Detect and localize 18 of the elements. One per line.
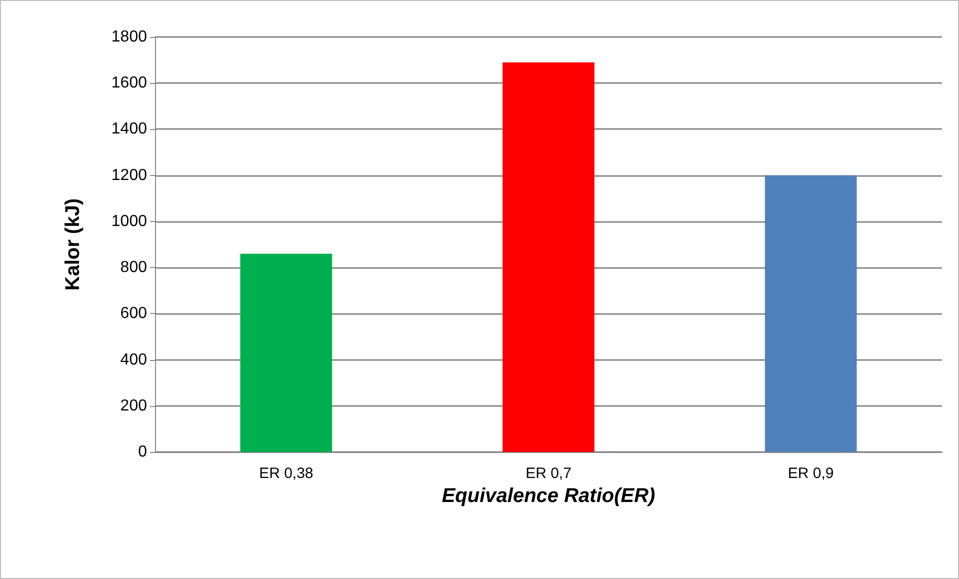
y-tick-label: 200 (120, 397, 148, 414)
y-tick-label: 1800 (111, 28, 148, 46)
bar (240, 254, 332, 452)
y-tick-label: 1200 (111, 166, 148, 184)
y-tick-label: 1000 (111, 212, 148, 230)
bar (764, 175, 857, 452)
x-axis-title: Equivalence Ratio(ER) (442, 484, 656, 507)
y-tick-label: 1600 (111, 74, 148, 92)
y-axis-title: Kalor (kJ) (62, 198, 84, 291)
x-tick-label: ER 0,9 (788, 465, 834, 482)
y-tick-label: 1400 (111, 120, 148, 138)
x-tick-label: ER 0,7 (526, 465, 572, 482)
y-tick-label: 400 (120, 351, 148, 368)
x-tick-label: ER 0,38 (259, 465, 314, 482)
y-tick-label: 0 (138, 444, 148, 460)
y-tick-label: 600 (120, 305, 148, 322)
bar (502, 62, 594, 452)
y-tick-label: 800 (120, 259, 148, 276)
